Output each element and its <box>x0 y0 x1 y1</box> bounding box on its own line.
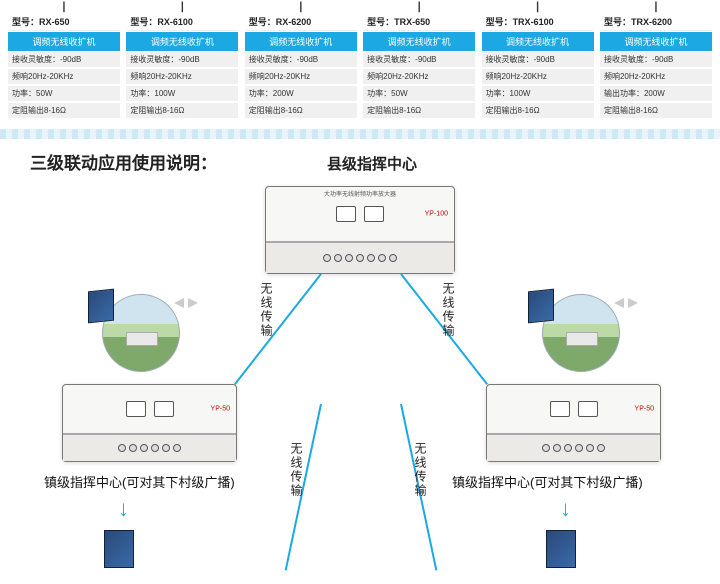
antenna-icon: ┃ <box>482 2 594 12</box>
spec-row: 定阻输出8-16Ω <box>245 103 357 119</box>
wire-label-3: 无线传输 <box>288 442 305 498</box>
type-label: 调频无线收扩机 <box>126 32 238 51</box>
section-divider <box>0 129 720 139</box>
spec-row: 频响20Hz-20KHz <box>8 69 120 85</box>
rack-main-model: YP-100 <box>425 211 448 218</box>
antenna-icon: ┃ <box>363 2 475 12</box>
model-label: 型号：RX-6200 <box>245 13 357 31</box>
field-site-left <box>86 294 196 374</box>
spec-row: 定阻输出8-16Ω <box>363 103 475 119</box>
spec-row: 频响20Hz-20KHz <box>126 69 238 85</box>
spec-row: 频响20Hz-20KHz <box>245 69 357 85</box>
model-label: 型号：RX-6100 <box>126 13 238 31</box>
spec-row: 频响20Hz-20KHz <box>600 69 712 85</box>
arrow-down-icon: ↓ <box>560 496 571 522</box>
county-rack: 大功率无线射频功率放大器 YP-100 <box>265 186 455 274</box>
county-center-title: 县级指挥中心 <box>327 153 417 174</box>
product-spec-row: ┃型号：RX-650调频无线收扩机接收灵敏度：-90dB频响20Hz-20KHz… <box>0 0 720 125</box>
meter-icon <box>336 206 356 222</box>
town-rack-left: YP-50 <box>62 384 237 462</box>
antenna-icon: ┃ <box>126 2 238 12</box>
section-title-row: 三级联动应用使用说明： 县级指挥中心 <box>0 149 720 174</box>
antenna-icon: ┃ <box>245 2 357 12</box>
rack-main-label: 大功率无线射频功率放大器 <box>266 189 454 198</box>
product-card: ┃型号：RX-6200调频无线收扩机接收灵敏度：-90dB频响20Hz-20KH… <box>245 2 357 119</box>
antenna-icon: ┃ <box>600 2 712 12</box>
spec-row: 接收灵敏度：-90dB <box>126 52 238 68</box>
solar-panel-icon <box>528 289 554 324</box>
horn-speaker-icon <box>176 298 196 312</box>
section-title: 三级联动应用使用说明： <box>30 149 217 174</box>
wire-label-1: 无线传输 <box>258 282 275 338</box>
type-label: 调频无线收扩机 <box>245 32 357 51</box>
town-label-left: 镇级指挥中心(可对其下村级广播) <box>44 472 235 491</box>
meter-icon <box>364 206 384 222</box>
product-card: ┃型号：TRX-6200调频无线收扩机接收灵敏度：-90dB频响20Hz-20K… <box>600 2 712 119</box>
spec-row: 接收灵敏度：-90dB <box>363 52 475 68</box>
spec-row: 功率：50W <box>363 86 475 102</box>
type-label: 调频无线收扩机 <box>8 32 120 51</box>
solar-panel-icon <box>546 530 576 568</box>
product-card: ┃型号：RX-650调频无线收扩机接收灵敏度：-90dB频响20Hz-20KHz… <box>8 2 120 119</box>
spec-row: 频响20Hz-20KHz <box>363 69 475 85</box>
antenna-icon: ┃ <box>8 2 120 12</box>
product-card: ┃型号：TRX-6100调频无线收扩机接收灵敏度：-90dB频响20Hz-20K… <box>482 2 594 119</box>
model-label: 型号：RX-650 <box>8 13 120 31</box>
spec-row: 功率：100W <box>482 86 594 102</box>
rack-sub-model: YP-50 <box>635 405 654 412</box>
product-card: ┃型号：RX-6100调频无线收扩机接收灵敏度：-90dB频响20Hz-20KH… <box>126 2 238 119</box>
model-label: 型号：TRX-6200 <box>600 13 712 31</box>
spec-row: 接收灵敏度：-90dB <box>482 52 594 68</box>
model-label: 型号：TRX-6100 <box>482 13 594 31</box>
spec-row: 功率：50W <box>8 86 120 102</box>
solar-panel-icon <box>104 530 134 568</box>
rack-sub-model: YP-50 <box>211 405 230 412</box>
spec-row: 接收灵敏度：-90dB <box>245 52 357 68</box>
town-rack-right: YP-50 <box>486 384 661 462</box>
horn-speaker-icon <box>616 298 636 312</box>
arrow-down-icon: ↓ <box>118 496 129 522</box>
type-label: 调频无线收扩机 <box>482 32 594 51</box>
spec-row: 定阻输出8-16Ω <box>8 103 120 119</box>
spec-row: 定阻输出8-16Ω <box>600 103 712 119</box>
solar-panel-icon <box>88 289 114 324</box>
link-line <box>234 273 322 385</box>
field-site-right <box>526 294 636 374</box>
spec-row: 功率：100W <box>126 86 238 102</box>
product-card: ┃型号：TRX-650调频无线收扩机接收灵敏度：-90dB频响20Hz-20KH… <box>363 2 475 119</box>
spec-row: 定阻输出8-16Ω <box>482 103 594 119</box>
town-label-right: 镇级指挥中心(可对其下村级广播) <box>452 472 643 491</box>
type-label: 调频无线收扩机 <box>600 32 712 51</box>
type-label: 调频无线收扩机 <box>363 32 475 51</box>
spec-row: 接收灵敏度：-90dB <box>600 52 712 68</box>
topology-diagram: 大功率无线射频功率放大器 YP-100 无线传输 无线传输 无线传输 无线传输 … <box>0 174 720 584</box>
wire-label-2: 无线传输 <box>440 282 457 338</box>
spec-row: 频响20Hz-20KHz <box>482 69 594 85</box>
spec-row: 功率：200W <box>245 86 357 102</box>
model-label: 型号：TRX-650 <box>363 13 475 31</box>
spec-row: 接收灵敏度：-90dB <box>8 52 120 68</box>
spec-row: 输出功率：200W <box>600 86 712 102</box>
spec-row: 定阻输出8-16Ω <box>126 103 238 119</box>
wire-label-4: 无线传输 <box>412 442 429 498</box>
